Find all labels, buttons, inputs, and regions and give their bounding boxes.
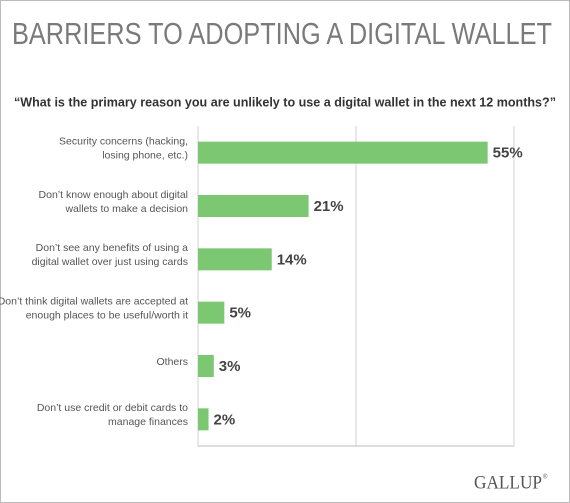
logo-mark: ® xyxy=(543,474,548,481)
bar xyxy=(198,141,488,164)
bar xyxy=(198,248,272,271)
category-label: losing phone, etc.) xyxy=(102,149,188,161)
value-label: 2% xyxy=(214,411,236,428)
value-label: 5% xyxy=(229,305,251,322)
logo: GALLUP xyxy=(474,472,542,493)
category-label: enough places to be useful/worth it xyxy=(26,309,188,321)
category-label: Security concerns (hacking, xyxy=(59,135,188,147)
value-label: 14% xyxy=(277,251,307,268)
value-label: 3% xyxy=(219,358,241,375)
bar xyxy=(198,408,209,431)
category-label: digital wallet over just using cards xyxy=(32,256,188,268)
bar xyxy=(198,195,309,217)
bar xyxy=(198,355,214,377)
category-label: Don’t use credit or debit cards to xyxy=(37,402,188,414)
value-label: 55% xyxy=(493,145,523,162)
category-label: wallets to make a decision xyxy=(64,203,188,215)
category-label: Don’t see any benefits of using a xyxy=(36,242,189,254)
category-label: manage finances xyxy=(108,416,188,428)
bar xyxy=(198,301,225,324)
value-label: 21% xyxy=(314,198,344,215)
category-label: Others xyxy=(156,356,188,368)
chart-title: BARRIERS TO ADOPTING A DIGITAL WALLET xyxy=(12,16,552,51)
chart-subtitle: “What is the primary reason you are unli… xyxy=(14,94,556,109)
category-label: Don’t think digital wallets are accepted… xyxy=(0,295,188,307)
category-label: Don’t know enough about digital xyxy=(39,189,188,201)
